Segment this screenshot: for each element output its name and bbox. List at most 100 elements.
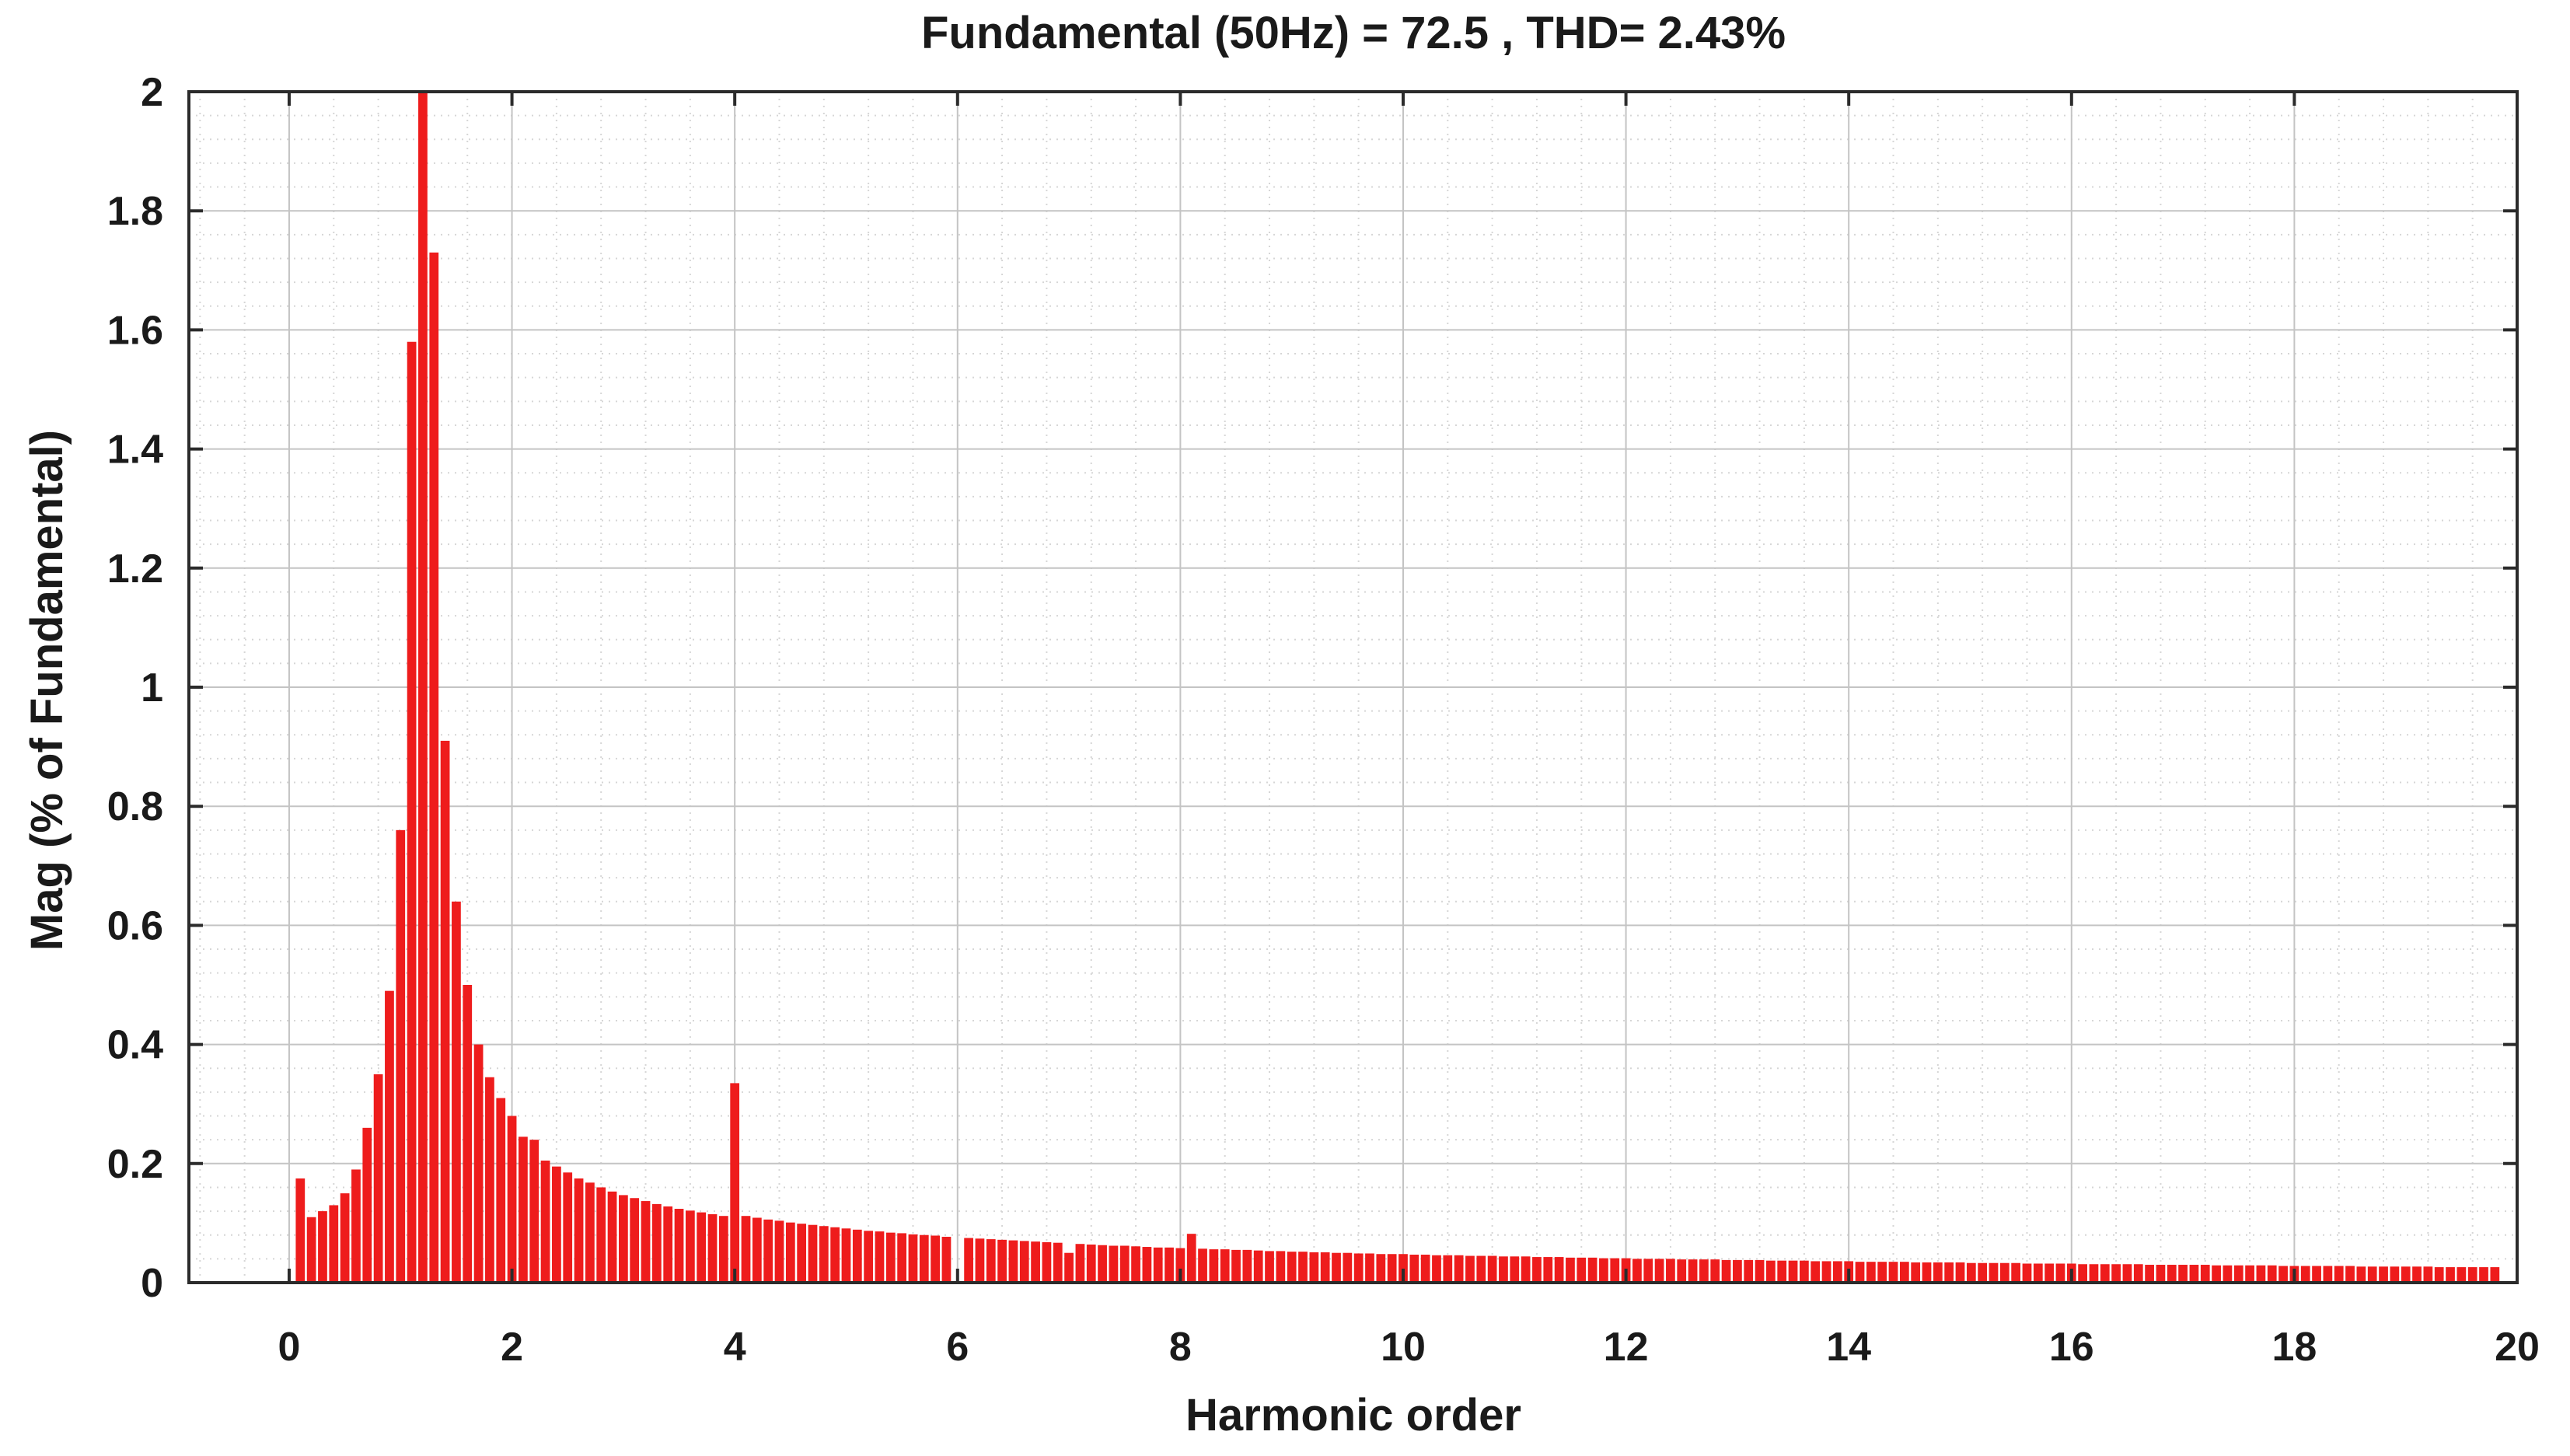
bar <box>1165 1247 1174 1283</box>
bar <box>830 1227 840 1283</box>
bar <box>2367 1266 2377 1283</box>
bar <box>1499 1256 1508 1283</box>
bar <box>785 1222 795 1283</box>
bar <box>741 1216 751 1283</box>
bar <box>1432 1255 1441 1283</box>
bar <box>2022 1263 2032 1283</box>
bar <box>630 1198 640 1283</box>
bar <box>1832 1261 1842 1283</box>
bar <box>1788 1260 1798 1283</box>
bar <box>2345 1266 2355 1283</box>
bar <box>1922 1262 1932 1283</box>
bar <box>752 1217 762 1283</box>
bar <box>318 1211 327 1283</box>
bar <box>362 1127 372 1283</box>
bar <box>1198 1248 1207 1283</box>
bar <box>507 1116 517 1283</box>
bar <box>407 341 417 1283</box>
y-tick-label: 0.6 <box>107 903 163 948</box>
bar <box>1131 1246 1140 1283</box>
bar <box>1532 1257 1542 1283</box>
bar <box>1019 1241 1029 1283</box>
bar <box>1465 1255 1475 1283</box>
bar <box>2245 1265 2254 1283</box>
x-axis-label: Harmonic order <box>1185 1390 1521 1440</box>
bar <box>975 1238 985 1283</box>
bar <box>651 1203 662 1283</box>
bar <box>1353 1253 1364 1283</box>
x-axis-ticks: 0 2 4 6 8 10 12 14 16 18 20 <box>278 92 2540 1370</box>
bar <box>885 1232 896 1283</box>
bar <box>1755 1259 1765 1283</box>
bar <box>295 1178 306 1283</box>
bar <box>718 1216 728 1283</box>
bar <box>1365 1253 1374 1283</box>
bar <box>1643 1259 1653 1283</box>
bar <box>2334 1266 2344 1283</box>
bar <box>1064 1252 1074 1283</box>
bar <box>1955 1262 1965 1283</box>
x-tick-label: 2 <box>501 1325 523 1370</box>
bar <box>1476 1255 1486 1283</box>
y-tick-label: 1 <box>141 665 163 711</box>
bar <box>340 1193 350 1283</box>
bar <box>1008 1240 1018 1283</box>
bar <box>1577 1257 1587 1283</box>
bar <box>1443 1255 1453 1283</box>
bar <box>519 1137 528 1283</box>
bar <box>1186 1234 1196 1283</box>
x-tick-label: 10 <box>1381 1325 1426 1370</box>
bar <box>1265 1251 1274 1283</box>
bar <box>463 985 473 1283</box>
bar <box>1666 1259 1675 1283</box>
bar <box>1309 1252 1319 1283</box>
bar <box>2434 1267 2444 1283</box>
bar <box>1053 1242 1063 1283</box>
bar <box>2011 1262 2021 1283</box>
bar <box>1999 1262 2010 1283</box>
bar <box>841 1228 851 1283</box>
x-tick-label: 12 <box>1604 1325 1649 1370</box>
bar <box>908 1234 918 1283</box>
x-tick-label: 14 <box>1826 1325 1871 1370</box>
y-tick-label: 0.4 <box>107 1023 163 1068</box>
bar <box>2467 1267 2477 1283</box>
y-tick-label: 1.2 <box>107 546 163 592</box>
bar <box>1298 1252 1308 1283</box>
bar <box>1978 1262 1988 1283</box>
bar <box>1744 1259 1754 1283</box>
bar <box>763 1219 773 1283</box>
bar <box>2300 1266 2310 1283</box>
bar <box>1566 1257 1575 1283</box>
bar <box>1153 1247 1163 1283</box>
bar <box>2356 1266 2366 1283</box>
bar <box>1220 1249 1230 1283</box>
y-tick-label: 2 <box>141 70 163 115</box>
bar <box>1677 1259 1687 1283</box>
bar <box>2133 1264 2143 1283</box>
bar <box>2100 1264 2110 1283</box>
y-tick-label: 0 <box>141 1261 163 1306</box>
bar <box>1632 1259 1642 1283</box>
bar <box>473 1044 484 1283</box>
bar <box>1799 1260 1809 1283</box>
y-tick-label: 1.4 <box>107 428 163 473</box>
bar <box>1075 1244 1085 1283</box>
bar <box>2178 1265 2188 1283</box>
bar <box>2323 1266 2333 1283</box>
bar <box>452 901 461 1283</box>
y-tick-label: 0.2 <box>107 1142 163 1187</box>
bar <box>1933 1262 1943 1283</box>
bar <box>1688 1259 1698 1283</box>
y-tick-label: 1.8 <box>107 189 163 234</box>
bar <box>1899 1262 1909 1283</box>
bar <box>585 1182 595 1283</box>
bar <box>2423 1266 2433 1283</box>
bar <box>674 1209 684 1283</box>
bar <box>418 92 428 1283</box>
bar <box>2312 1266 2321 1283</box>
bar <box>1587 1257 1598 1283</box>
bar <box>1777 1260 1787 1283</box>
bar <box>1287 1252 1297 1283</box>
bar <box>2223 1265 2233 1283</box>
